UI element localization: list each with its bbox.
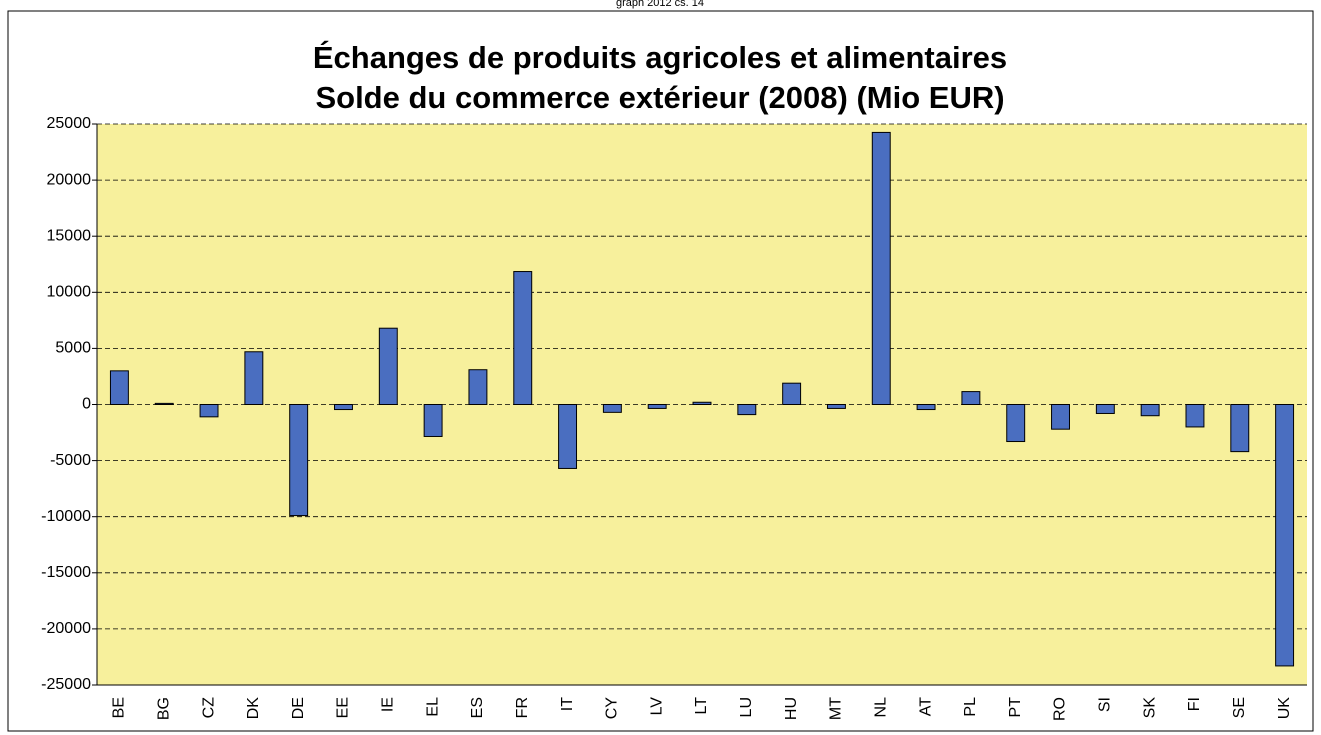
x-tick-label: RO (1052, 697, 1069, 721)
bar (647, 404, 667, 409)
y-tick-label: 15000 (47, 227, 92, 244)
bar (871, 131, 891, 405)
header-note: graph 2012 cs. 14 (616, 0, 704, 9)
x-tick-label: SI (1097, 697, 1114, 712)
bar (423, 404, 443, 437)
y-tick-label: -5000 (50, 452, 91, 469)
bar (1185, 404, 1205, 428)
x-tick-label: CZ (200, 697, 217, 719)
x-tick-label: BE (111, 697, 128, 718)
x-tick-label: LU (738, 697, 755, 717)
bar (513, 271, 533, 405)
y-tick-label: -20000 (41, 620, 91, 637)
x-tick-label: EL (424, 697, 441, 717)
chart-title: Échanges de produits agricoles et alimen… (313, 40, 1007, 75)
y-tick-label: 20000 (47, 171, 92, 188)
x-tick-label: LT (693, 697, 710, 715)
y-tick-label: -15000 (41, 564, 91, 581)
y-tick-label: 5000 (55, 340, 91, 357)
y-tick-label: -25000 (41, 676, 91, 693)
x-tick-label: AT (917, 697, 934, 716)
x-tick-label: HU (783, 697, 800, 720)
x-tick-label: SK (1141, 697, 1158, 719)
bar (1275, 404, 1295, 667)
x-tick-label: SE (1231, 697, 1248, 718)
bar (1140, 404, 1160, 417)
bar (916, 404, 936, 411)
x-tick-label: MT (828, 697, 845, 720)
bar (378, 327, 398, 406)
x-tick-label: PT (1007, 697, 1024, 718)
bar (154, 402, 174, 405)
x-tick-label: PL (962, 697, 979, 717)
x-tick-label: FR (514, 697, 531, 718)
y-tick-label: 0 (82, 396, 91, 413)
bar (1006, 404, 1026, 443)
x-tick-label: NL (872, 697, 889, 718)
x-tick-label: BG (155, 697, 172, 720)
bar (1230, 404, 1250, 453)
x-tick-label: UK (1276, 697, 1293, 720)
chart-subtitle: Solde du commerce extérieur (2008) (Mio … (315, 80, 1004, 115)
bar (289, 404, 309, 517)
bar (468, 369, 488, 405)
bar (199, 404, 219, 418)
bar (692, 401, 712, 406)
y-tick-label: 25000 (47, 115, 92, 132)
bar (244, 351, 264, 405)
bar (334, 404, 353, 411)
y-tick-label: -10000 (41, 508, 91, 525)
bar (602, 404, 622, 413)
bar (826, 404, 846, 409)
bar (961, 391, 981, 405)
y-tick-label: 10000 (47, 284, 92, 301)
x-tick-label: LV (648, 697, 665, 716)
x-tick-label: ES (469, 697, 486, 718)
x-tick-label: CY (604, 697, 621, 720)
bar (737, 404, 757, 416)
bar (782, 382, 802, 406)
bar (1095, 404, 1115, 414)
x-tick-label: IT (559, 697, 576, 711)
x-tick-label: IE (380, 697, 397, 712)
bar (109, 370, 129, 405)
x-tick-label: DK (245, 697, 262, 720)
x-tick-label: EE (335, 697, 352, 718)
x-tick-label: DE (290, 697, 307, 719)
bar (558, 404, 578, 469)
bar (1051, 404, 1070, 430)
x-tick-label: FI (1186, 697, 1203, 711)
